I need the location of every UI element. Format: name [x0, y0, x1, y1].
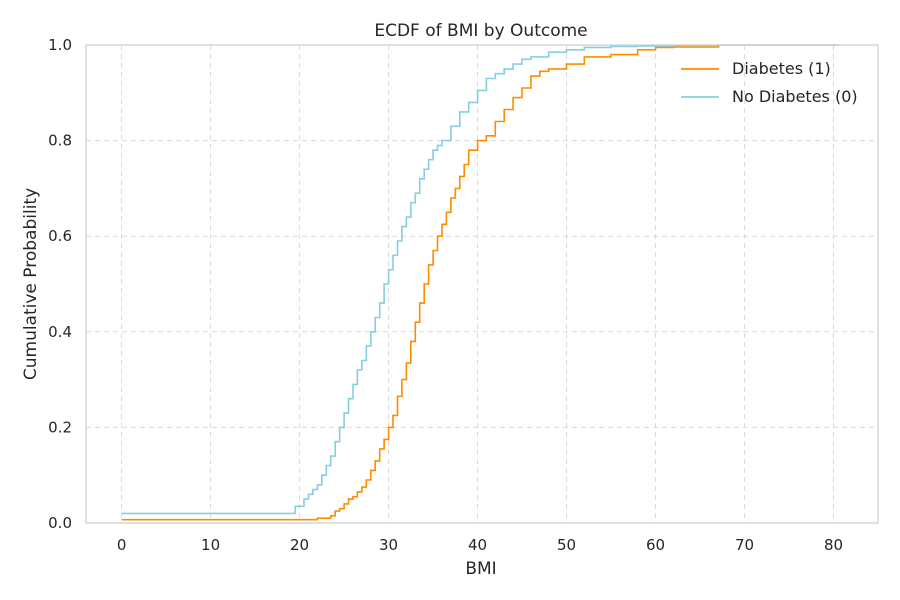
legend: Diabetes (1) No Diabetes (0)	[681, 59, 858, 106]
y-tick-label: 0.4	[48, 323, 72, 341]
y-tick-label: 0.0	[48, 514, 72, 532]
series-line-1	[121, 44, 839, 515]
tick-labels: 0 10 20 30 40 50 60 70 80 0.0 0.2 0.4 0.6 0.8 1.0	[48, 36, 843, 554]
y-tick-label: 0.6	[48, 227, 72, 245]
legend-label-0: Diabetes (1)	[732, 59, 831, 78]
y-tick-label: 1.0	[48, 36, 72, 54]
legend-label-1: No Diabetes (0)	[732, 87, 858, 106]
x-tick-label: 30	[379, 536, 398, 554]
series-lines	[121, 44, 839, 521]
x-axis-title: BMI	[465, 559, 496, 579]
x-tick-label: 0	[117, 536, 127, 554]
grid-lines	[86, 45, 878, 523]
y-tick-label: 0.2	[48, 418, 72, 436]
x-tick-label: 40	[468, 536, 487, 554]
x-tick-label: 10	[201, 536, 220, 554]
y-tick-label: 0.8	[48, 132, 72, 150]
x-tick-label: 50	[557, 536, 576, 554]
chart-title: ECDF of BMI by Outcome	[374, 21, 587, 41]
plot-frame	[85, 44, 879, 524]
y-axis-title: Cumulative Probability	[21, 188, 41, 380]
x-tick-label: 20	[290, 536, 309, 554]
x-tick-label: 80	[824, 536, 843, 554]
x-tick-label: 60	[646, 536, 665, 554]
series-line-0	[121, 45, 720, 521]
x-tick-label: 70	[735, 536, 754, 554]
